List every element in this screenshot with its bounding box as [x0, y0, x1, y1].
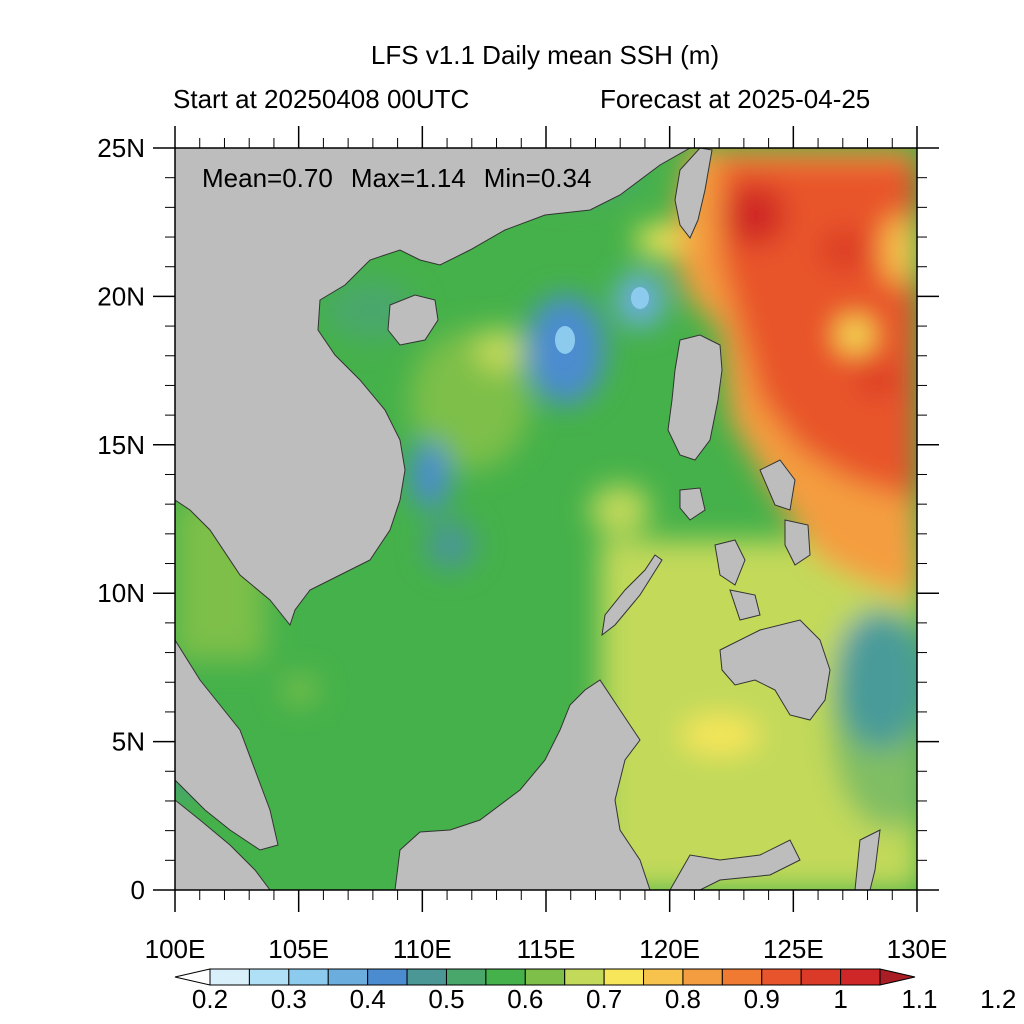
colorbar-box [761, 968, 802, 986]
max-stat: Max=1.14 [351, 163, 466, 193]
colorbar-box [643, 968, 684, 986]
ssh-field: Mean=0.70 Max=1.14 Min=0.34 [175, 148, 917, 890]
colorbar-box [406, 968, 447, 986]
colorbar: 0.2 0.3 0.4 0.5 0.6 0.7 0.8 0.9 1 1.1 1.2 [174, 968, 1016, 1014]
lat-tick-label: 5N [112, 727, 145, 757]
colorbar-box [327, 968, 369, 986]
colorbar-label: 0.6 [507, 984, 543, 1014]
colorbar-label: 0.2 [192, 984, 228, 1014]
map-title: LFS v1.1 Daily mean SSH (m) [370, 40, 720, 70]
lat-tick-label: 10N [97, 578, 145, 608]
axis-ticks: 100E 105E 110E 115E 120E 125E 130E 0 5N 10N 15N 20N… [97, 126, 947, 964]
lon-tick-label: 115E [517, 934, 576, 964]
colorbar-box [248, 968, 290, 986]
colorbar-label: 0.4 [350, 984, 386, 1014]
lat-tick-label: 0 [131, 875, 145, 905]
lon-tick-label: 100E [145, 934, 206, 964]
colorbar-label: 1 [833, 984, 847, 1014]
lon-tick-label: 105E [268, 934, 329, 964]
colorbar-box [800, 968, 842, 986]
lon-tick-label: 125E [763, 934, 824, 964]
lat-tick-label: 15N [97, 430, 145, 460]
colorbar-box [367, 968, 408, 986]
lat-tick-label: 20N [97, 281, 145, 311]
land-mask [175, 148, 881, 890]
colorbar-box [209, 968, 250, 986]
colorbar-under-triangle [174, 968, 211, 986]
colorbar-box [721, 968, 763, 986]
colorbar-box [840, 968, 881, 986]
lon-tick-label: 130E [887, 934, 948, 964]
colorbar-box [445, 968, 487, 986]
colorbar-over-triangle [879, 968, 916, 986]
colorbar-box [682, 968, 723, 986]
lon-tick-label: 110E [393, 934, 452, 964]
mean-stat: Mean=0.70 [202, 163, 333, 193]
colorbar-box [288, 968, 329, 986]
start-time-label: Start at 20250408 00UTC [173, 84, 470, 114]
colorbar-label: 1.2 [980, 984, 1016, 1014]
lon-tick-label: 120E [639, 934, 700, 964]
colorbar-label: 0.9 [744, 984, 780, 1014]
colorbar-label: 0.3 [271, 984, 307, 1014]
colorbar-label: 0.8 [665, 984, 701, 1014]
min-stat: Min=0.34 [484, 163, 592, 193]
colorbar-label: 1.1 [901, 984, 937, 1014]
colorbar-box [485, 968, 526, 986]
forecast-date-label: Forecast at 2025-04-25 [600, 84, 871, 114]
colorbar-box [564, 968, 605, 986]
colorbar-label: 0.7 [586, 984, 622, 1014]
colorbar-label: 0.5 [428, 984, 464, 1014]
colorbar-box [524, 968, 566, 986]
lat-tick-label: 25N [97, 133, 145, 163]
colorbar-box [603, 968, 645, 986]
